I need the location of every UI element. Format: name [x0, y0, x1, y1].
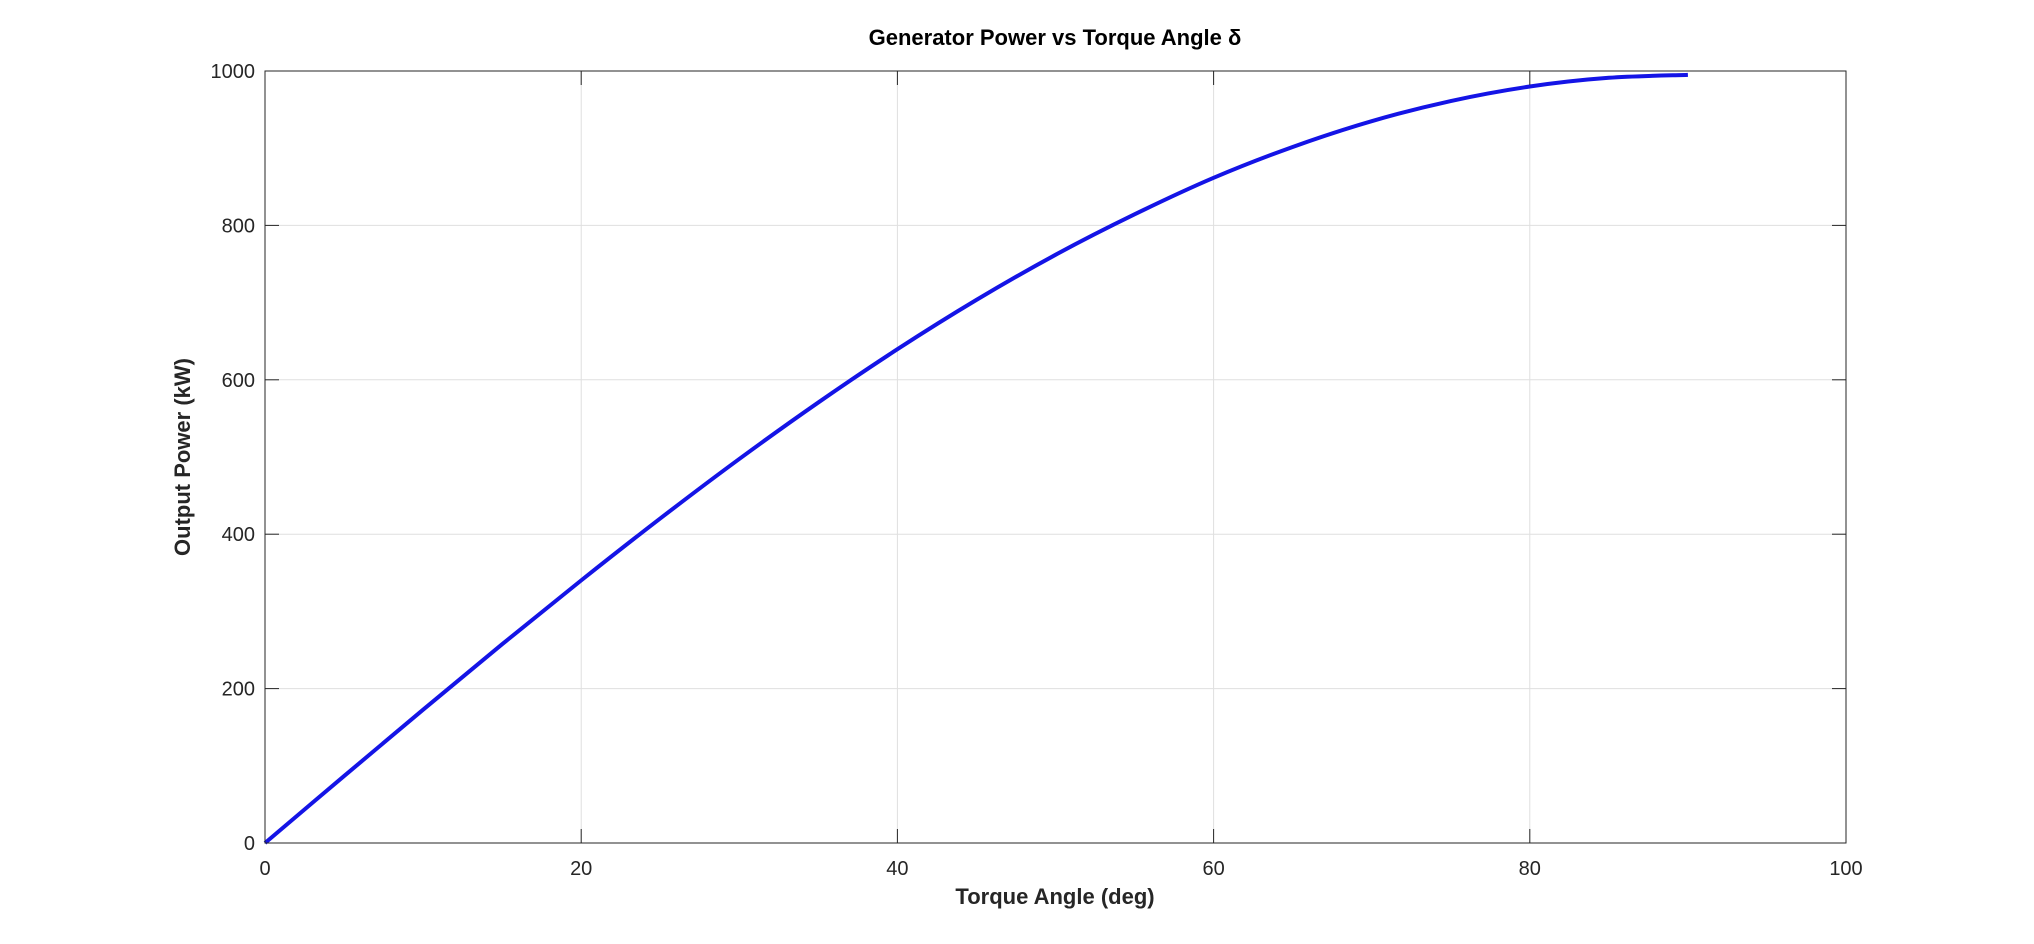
grid [265, 71, 1846, 843]
x-tick-label: 40 [886, 858, 908, 880]
y-tick-label: 600 [222, 370, 255, 392]
y-tick-label: 800 [222, 215, 255, 237]
x-axis-label: Torque Angle (deg) [955, 884, 1154, 909]
y-axis-label: Output Power (kW) [170, 358, 195, 556]
x-tick-label: 80 [1519, 858, 1541, 880]
chart-title: Generator Power vs Torque Angle δ [869, 25, 1242, 50]
series-line [263, 72, 1688, 845]
y-tick-label: 200 [222, 679, 255, 701]
y-tick-label: 1000 [211, 61, 256, 83]
x-tick-label: 60 [1202, 858, 1224, 880]
plot-background [265, 71, 1846, 843]
x-tick-label: 0 [259, 858, 270, 880]
data-layer [263, 72, 1688, 845]
ticks [264, 70, 1847, 844]
x-tick-label: 100 [1829, 858, 1862, 880]
y-tick-label: 0 [244, 833, 255, 855]
x-tick-label: 20 [570, 858, 592, 880]
y-tick-label: 400 [222, 524, 255, 546]
plot-frame [264, 70, 1847, 844]
